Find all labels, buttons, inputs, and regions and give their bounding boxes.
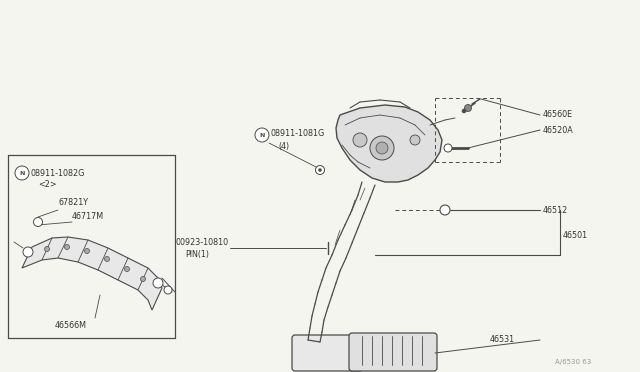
- Text: 46531: 46531: [490, 336, 515, 344]
- Circle shape: [33, 218, 42, 227]
- Circle shape: [353, 133, 367, 147]
- Text: N: N: [19, 170, 25, 176]
- Text: 46512: 46512: [543, 205, 568, 215]
- Circle shape: [65, 244, 70, 250]
- Circle shape: [316, 166, 324, 174]
- Text: 08911-1081G: 08911-1081G: [271, 128, 325, 138]
- Text: 00923-10810: 00923-10810: [175, 237, 228, 247]
- Text: <2>: <2>: [38, 180, 56, 189]
- Circle shape: [15, 166, 29, 180]
- Circle shape: [45, 247, 49, 251]
- Circle shape: [141, 276, 145, 282]
- Circle shape: [465, 105, 472, 112]
- Text: 46501: 46501: [563, 231, 588, 240]
- Text: (4): (4): [278, 141, 289, 151]
- Text: N: N: [259, 132, 265, 138]
- Circle shape: [125, 266, 129, 272]
- Text: 46566M: 46566M: [55, 321, 87, 330]
- Text: 67821Y: 67821Y: [58, 198, 88, 206]
- FancyBboxPatch shape: [349, 333, 437, 371]
- FancyBboxPatch shape: [292, 335, 363, 371]
- Text: A/6530 63: A/6530 63: [555, 359, 591, 365]
- Text: 46560E: 46560E: [543, 109, 573, 119]
- Text: 46520A: 46520A: [543, 125, 573, 135]
- Circle shape: [255, 128, 269, 142]
- Circle shape: [153, 278, 163, 288]
- Polygon shape: [22, 237, 162, 310]
- Circle shape: [319, 169, 321, 171]
- Circle shape: [164, 286, 172, 294]
- Text: 08911-1082G: 08911-1082G: [30, 169, 84, 177]
- Circle shape: [440, 205, 450, 215]
- Circle shape: [410, 135, 420, 145]
- Circle shape: [104, 257, 109, 262]
- Circle shape: [23, 247, 33, 257]
- Text: PIN(1): PIN(1): [185, 250, 209, 260]
- Circle shape: [462, 109, 466, 113]
- Circle shape: [370, 136, 394, 160]
- Circle shape: [444, 144, 452, 152]
- Circle shape: [376, 142, 388, 154]
- Circle shape: [84, 248, 90, 253]
- Polygon shape: [336, 105, 442, 182]
- Text: 46717M: 46717M: [72, 212, 104, 221]
